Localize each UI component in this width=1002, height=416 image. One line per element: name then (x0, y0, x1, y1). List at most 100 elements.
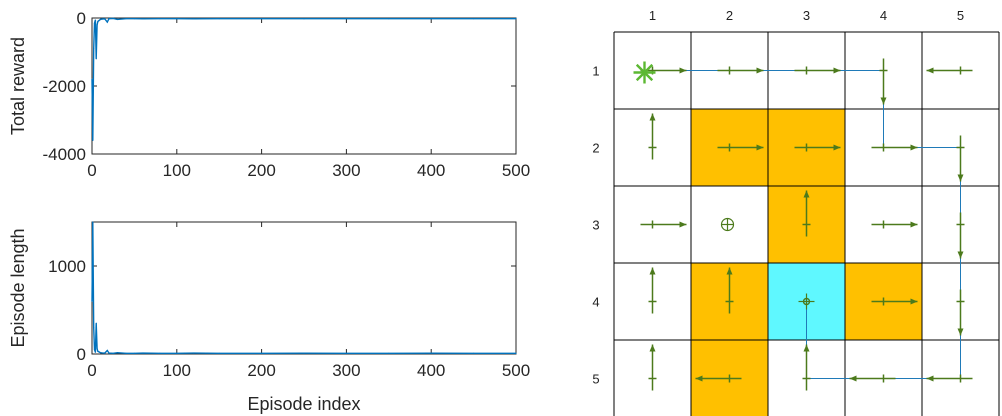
arrow-head (756, 67, 764, 74)
reward-data-point (91, 78, 93, 80)
policy-arrow (871, 297, 918, 306)
column-label: 5 (957, 8, 964, 23)
arrow-head (833, 144, 841, 151)
length-data-point (92, 221, 94, 223)
reward-data-point (303, 18, 305, 20)
length-x-tick-label: 200 (247, 361, 275, 380)
policy-arrow (648, 344, 657, 391)
grid-world: 1 2 3 4 5 1 2 3 4 5 (592, 8, 1000, 416)
length-data-point (91, 300, 93, 302)
arrow-head (957, 174, 964, 182)
reward-x-tick-label: 300 (332, 161, 360, 180)
reward-data-point (104, 18, 106, 20)
reward-series (91, 17, 517, 141)
length-data-point (93, 327, 95, 329)
arrow-head (649, 344, 656, 352)
arrow-head (957, 328, 964, 336)
policy-arrow (956, 289, 965, 336)
length-series-line (91, 221, 516, 355)
arrow-head (880, 97, 887, 105)
reward-data-point (94, 19, 96, 21)
reward-data-point (345, 18, 347, 20)
length-data-point (106, 349, 108, 352)
length-data-point (515, 352, 517, 354)
arrow-head (910, 298, 918, 305)
length-data-point (303, 352, 305, 354)
row-label: 1 (592, 64, 599, 79)
reward-data-point (125, 18, 127, 20)
arrow-head (926, 67, 934, 74)
length-x-tick-label: 100 (163, 361, 191, 380)
length-data-point (430, 352, 432, 354)
policy-arrow (648, 267, 657, 314)
column-label: 2 (726, 8, 733, 23)
reward-data-point (112, 17, 114, 20)
length-x-tick-label: 300 (332, 361, 360, 380)
length-data-point (116, 352, 119, 354)
reward-data-point (116, 18, 119, 20)
policy-arrow (648, 113, 657, 160)
reward-data-point (142, 18, 144, 20)
row-label: 5 (592, 372, 599, 387)
reward-data-point (193, 18, 195, 20)
start-marker-stroke (635, 63, 654, 82)
reward-data-point (106, 21, 108, 23)
reward-y-tick-label: -4000 (43, 145, 86, 164)
length-x-tick-label: 400 (417, 361, 445, 380)
policy-arrow (802, 190, 811, 237)
length-series (91, 221, 517, 355)
reward-x-tick-label: 500 (502, 161, 530, 180)
reward-y-tick-label: 0 (77, 9, 86, 28)
reward-plot-frame (91, 17, 517, 155)
reward-y-axis-label: Total reward (8, 37, 28, 135)
length-data-point (93, 349, 96, 351)
reward-data-point (430, 18, 432, 20)
reward-x-ticks: 0 100 200 300 400 500 (87, 18, 530, 180)
length-data-point (176, 352, 178, 354)
policy-arrow (926, 66, 973, 75)
reward-data-point (98, 20, 100, 22)
length-y-tick-label: 1000 (48, 257, 86, 276)
grid-markers (633, 61, 735, 232)
reward-data-point (99, 18, 102, 20)
length-data-point (388, 352, 390, 354)
arrow-head (679, 221, 687, 228)
reward-data-point (261, 18, 263, 20)
reward-data-point (101, 18, 103, 20)
length-data-point (99, 352, 102, 354)
length-y-axis-label: Episode length (8, 228, 28, 347)
reward-data-point (473, 18, 475, 20)
reward-data-point (99, 19, 101, 21)
policy-arrow (956, 212, 965, 259)
policy-arrow (926, 374, 973, 383)
arrow-head (649, 267, 656, 275)
reward-y-tick-label: -2000 (43, 77, 86, 96)
length-x-ticks: 0 100 200 300 400 500 (87, 222, 530, 380)
reward-series-line (91, 17, 516, 141)
length-data-point (125, 352, 127, 354)
reward-x-tick-label: 400 (417, 161, 445, 180)
policy-arrow (695, 374, 742, 383)
reward-data-point (218, 18, 220, 20)
length-data-point (159, 352, 161, 354)
length-data-point (133, 352, 135, 354)
length-x-tick-label: 0 (87, 361, 96, 380)
circle-plus-marker (720, 217, 735, 232)
reward-data-point (133, 18, 135, 20)
column-label: 4 (880, 8, 887, 23)
reward-data-point (97, 20, 99, 22)
grid-row-labels: 1 2 3 4 5 (592, 64, 599, 387)
policy-arrow (798, 293, 815, 310)
arrow-head (649, 113, 656, 121)
reward-data-point (95, 58, 97, 60)
policy-arrow (802, 344, 811, 391)
reward-data-point (176, 18, 178, 20)
arrow-head (849, 375, 857, 382)
arrow-head (803, 344, 810, 352)
arrow-head (803, 190, 810, 198)
length-y-tick-label: 0 (77, 345, 86, 364)
start-marker (633, 61, 656, 84)
row-label: 3 (592, 218, 599, 233)
arrow-head (910, 221, 918, 228)
policy-arrow (717, 143, 764, 152)
